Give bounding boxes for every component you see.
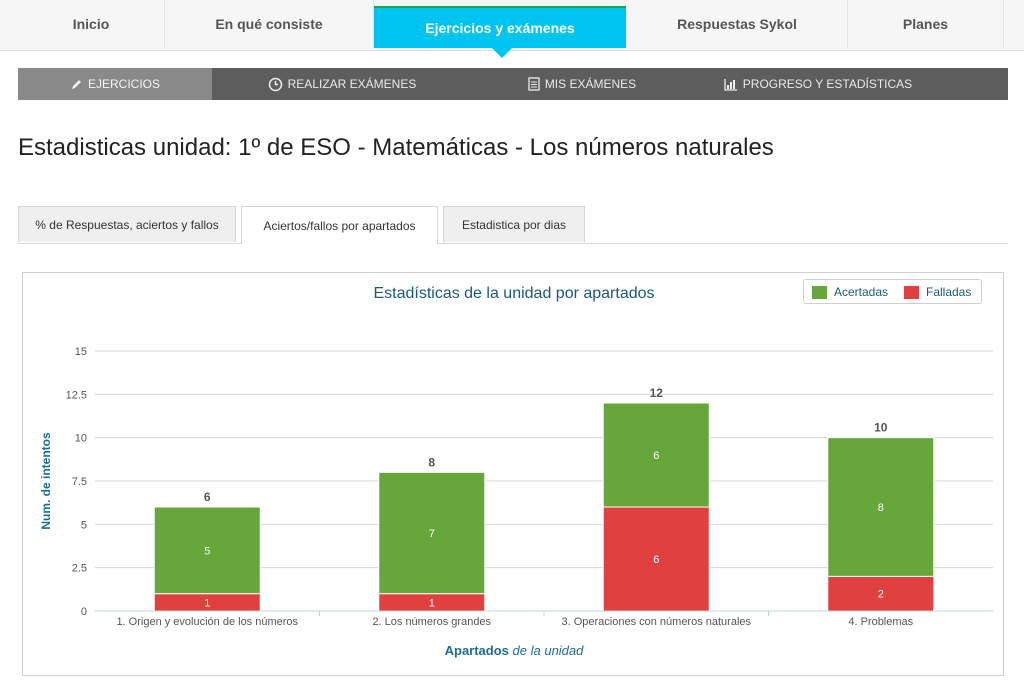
legend-item-falladas[interactable]: Falladas [904, 285, 971, 299]
page-title: Estadisticas unidad: 1º de ESO - Matemát… [18, 134, 774, 161]
x-axis-label: Apartados de la unidad [23, 643, 1005, 658]
chart-title: Estadísticas de la unidad por apartados [373, 285, 655, 302]
sub-nav: Ejercicios Realizar exámenes Mis exámene… [18, 68, 1008, 100]
legend-swatch-acertadas [812, 285, 827, 299]
bar-acertadas [153, 506, 261, 595]
bar-falladas [602, 506, 710, 612]
subnav-progreso[interactable]: Progreso y estadísticas [692, 68, 944, 100]
nav-tab-ejercicios[interactable]: Ejercicios y exámenes [374, 6, 626, 48]
nav-tab-en-que-consiste[interactable]: En qué consiste [165, 0, 374, 48]
bar-chart-icon [724, 78, 737, 91]
document-icon [528, 77, 540, 91]
x-axis-label-sub: de la unidad [512, 643, 584, 658]
bar-label-acertadas: 8 [878, 502, 884, 514]
bar-total-label: 12 [650, 386, 664, 400]
active-tab-caret [490, 46, 514, 58]
y-tick-label: 15 [75, 346, 87, 358]
bar-acertadas [602, 402, 710, 508]
subnav-mis-examenes[interactable]: Mis exámenes [472, 68, 692, 100]
bar-acertadas [378, 471, 486, 595]
subnav-ejercicios-label: Ejercicios [87, 77, 160, 91]
tab-respuestas[interactable]: % de Respuestas, aciertos y fallos [18, 206, 236, 242]
y-tick-label: 2.5 [72, 563, 87, 575]
tab-estadistica-dias[interactable]: Estadistica por dias [443, 206, 585, 242]
subnav-realizar-examenes[interactable]: Realizar exámenes [212, 68, 472, 100]
subnav-realizar-label: Realizar exámenes [287, 77, 417, 91]
subnav-progreso-label: Progreso y estadísticas [742, 77, 913, 91]
legend-item-acertadas[interactable]: Acertadas [812, 285, 888, 299]
bar-label-falladas: 2 [878, 589, 884, 601]
bar-label-acertadas: 7 [429, 528, 435, 540]
chart-container: Estadísticas de la unidad por apartados … [22, 272, 1004, 676]
bar-label-falladas: 1 [204, 597, 210, 609]
y-tick-label: 0 [81, 606, 87, 618]
x-tick-label: 2. Los números grandes [372, 616, 491, 628]
bar-total-label: 6 [204, 490, 211, 504]
y-axis-label: Num. de intentos [39, 432, 53, 530]
legend-label-falladas: Falladas [926, 285, 972, 299]
x-tick-label: 1. Origen y evolución de los números [116, 616, 298, 628]
y-tick-label: 12.5 [66, 389, 87, 401]
nav-tab-planes[interactable]: Planes [848, 0, 1004, 48]
bar-label-falladas: 1 [429, 597, 435, 609]
bar-label-falladas: 6 [653, 554, 659, 566]
tab-aciertos-apartados[interactable]: Aciertos/fallos por apartados [241, 206, 438, 244]
bar-total-label: 10 [874, 421, 888, 435]
nav-tab-inicio[interactable]: Inicio [18, 0, 165, 48]
bar-acertadas [827, 437, 935, 577]
bar-label-acertadas: 5 [204, 545, 210, 557]
bar-falladas [827, 575, 935, 612]
subnav-mis-examenes-label: Mis exámenes [544, 77, 637, 91]
x-tick-label: 4. Problemas [848, 616, 913, 628]
clock-icon [268, 77, 282, 91]
subnav-ejercicios[interactable]: Ejercicios [18, 68, 212, 100]
y-tick-label: 10 [75, 433, 87, 445]
x-axis-label-main: Apartados [444, 643, 509, 658]
x-tick-label: 3. Operaciones con números naturales [561, 616, 751, 628]
bar-label-acertadas: 6 [653, 450, 659, 462]
legend-swatch-falladas [904, 285, 919, 299]
stats-tabs: % de Respuestas, aciertos y fallos Acier… [18, 206, 1008, 244]
y-tick-label: 7.5 [72, 476, 87, 488]
top-nav: Inicio En qué consiste Ejercicios y exám… [0, 0, 1024, 58]
nav-tab-respuestas[interactable]: Respuestas Sykol [627, 0, 848, 48]
chart-legend: Acertadas Falladas [803, 279, 982, 304]
legend-label-acertadas: Acertadas [834, 285, 889, 299]
bar-total-label: 8 [428, 455, 435, 469]
pencil-icon [71, 79, 81, 89]
y-tick-label: 5 [81, 519, 87, 531]
